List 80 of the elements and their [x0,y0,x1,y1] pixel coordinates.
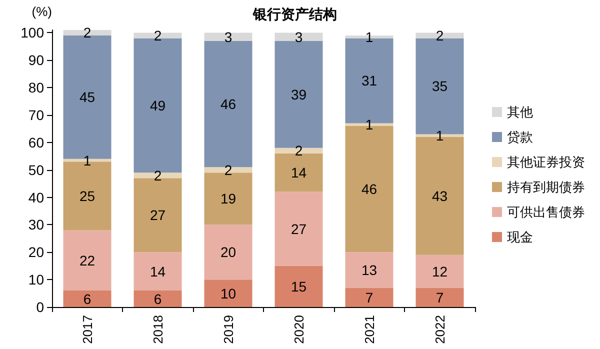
bar [274,32,323,41]
y-tick-label: 60 [28,134,44,150]
bar [345,252,394,288]
y-tick-label: 20 [28,244,44,260]
data-label: 46 [361,181,378,198]
chart-title: 银行资产结构 [252,6,337,22]
bar [345,288,394,307]
data-label: 1 [436,128,444,144]
data-label: 3 [224,28,232,45]
y-tick-label: 10 [28,272,44,288]
bar [416,254,464,288]
y-tick-label: 40 [28,189,44,206]
bar [204,167,252,173]
bar [134,32,182,38]
bar [416,288,464,307]
data-label: 25 [79,188,96,204]
data-label: 19 [220,190,236,207]
y-tick-label: 100 [20,24,44,41]
data-label: 22 [79,252,96,268]
data-label: 7 [436,289,444,306]
y-tick-label: 30 [28,216,44,233]
data-label: 43 [432,188,448,204]
bar [416,32,464,38]
y-tick-label: 70 [28,107,44,124]
data-label: 35 [432,78,448,94]
data-label: 7 [365,289,374,306]
legend-label: 贷款 [507,130,533,144]
bar [134,172,182,178]
data-label: 6 [154,290,162,307]
data-label: 31 [361,72,378,89]
data-label: 46 [220,96,236,112]
legend-label: 现金 [507,230,533,244]
data-label: 14 [290,164,307,181]
x-tick-label: 2018 [150,315,166,344]
bar [134,252,182,291]
bar [204,32,252,41]
data-label: 3 [294,28,303,45]
bar [204,224,252,280]
legend-label: 持有到期债券 [507,180,585,194]
data-label: 2 [83,24,92,41]
data-label: 2 [154,27,162,44]
x-tick-label: 2021 [362,315,377,344]
data-label: 49 [150,97,166,114]
legend-label: 其他证券投资 [507,154,585,170]
y-tick-label: 0 [36,299,44,315]
bar [63,230,112,291]
x-tick-label: 2017 [80,315,95,344]
data-label: 15 [290,278,307,294]
data-label: 2 [294,142,303,159]
data-label: 1 [83,152,92,168]
data-label: 13 [361,262,378,278]
bar [63,290,112,307]
data-label: 2 [154,167,162,184]
bar [134,290,182,307]
data-label: 1 [365,28,374,45]
data-label: 10 [220,285,236,302]
bar [274,266,323,307]
legend-label: 其他 [507,104,533,120]
y-tick-label: 80 [28,80,44,96]
data-label: 12 [432,263,448,280]
data-label: 27 [150,207,166,224]
bar [274,148,323,154]
data-label: 2 [224,162,232,178]
x-tick-label: 2019 [220,315,236,344]
bar [274,192,323,266]
data-label: 14 [150,263,166,280]
data-label: 20 [220,244,236,260]
bar [204,280,252,307]
x-tick-label: 2022 [432,315,448,344]
y-tick-label: 50 [28,162,44,178]
data-label: 45 [79,89,96,106]
y-tick-label: 90 [28,52,44,68]
data-label: 27 [290,220,307,237]
data-label: 6 [83,290,92,307]
x-tick-label: 2020 [291,315,306,344]
data-label: 2 [436,27,444,44]
y-axis-title: (%) [32,4,52,19]
legend-label: 可供出售债券 [507,204,585,220]
data-label: 1 [365,116,374,133]
data-label: 39 [290,86,307,102]
